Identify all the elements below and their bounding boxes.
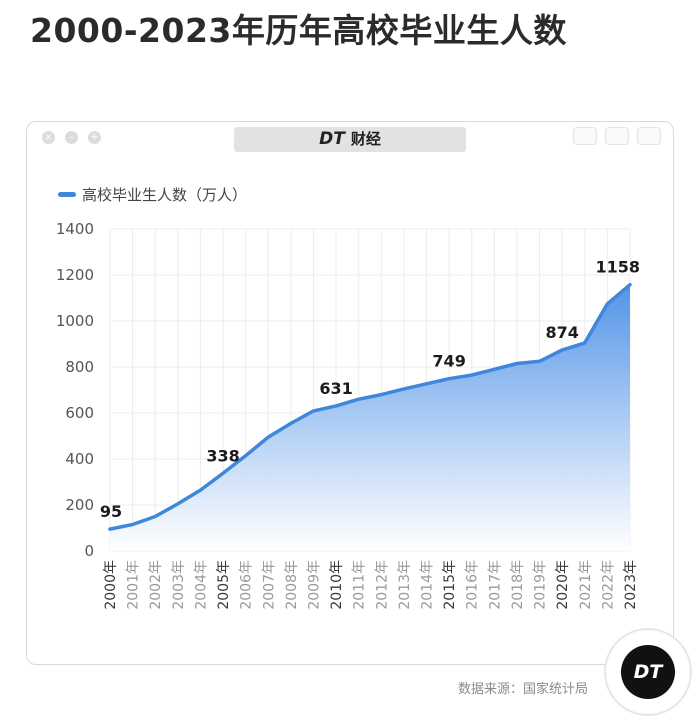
x-tick-label: 2000年 [103,560,119,610]
x-tick-label: 2005年 [216,560,232,610]
window-control-icon [573,127,597,145]
brand-logo: DT [319,129,345,149]
dt-logo-badge: DT [604,628,692,716]
maximize-icon: + [88,131,101,144]
area-fill [110,284,630,551]
brand-bar: DT 财经 [234,127,466,152]
y-tick-label: 200 [65,496,94,514]
data-label: 338 [206,446,239,465]
x-tick-label: 2010年 [329,560,345,610]
x-tick-label: 2023年 [623,560,639,610]
x-tick-label: 2016年 [465,560,481,610]
brand-name: 财经 [350,130,381,148]
x-tick-label: 2011年 [352,560,368,610]
x-tick-label: 2020年 [555,560,571,610]
data-label: 95 [100,502,122,521]
x-tick-label: 2017年 [487,560,503,610]
dt-logo: DT [621,645,675,699]
x-tick-label: 2008年 [284,560,300,610]
x-tick-label: 2003年 [171,560,187,610]
x-tick-label: 2015年 [442,560,458,610]
x-tick-label: 2004年 [193,560,209,610]
x-tick-label: 2006年 [239,560,255,610]
y-tick-label: 600 [65,404,94,422]
minimize-icon: – [65,131,78,144]
x-tick-label: 2021年 [578,560,594,610]
data-label: 874 [545,323,578,342]
x-tick-label: 2022年 [600,560,616,610]
data-label: 749 [432,352,465,371]
x-tick-label: 2007年 [261,560,277,610]
chart-legend: 高校毕业生人数（万人） [58,184,247,205]
x-tick-label: 2014年 [420,560,436,610]
close-icon: × [42,131,55,144]
y-tick-label: 1200 [56,266,94,284]
source-note: 数据来源：国家统计局 [458,682,589,697]
x-tick-label: 2009年 [306,560,322,610]
data-label: 631 [319,379,352,398]
legend-swatch [58,192,76,197]
x-tick-label: 2012年 [374,560,390,610]
x-tick-label: 2018年 [510,560,526,610]
y-tick-label: 1000 [56,312,94,330]
data-label: 1158 [595,258,640,277]
series-line [108,282,632,531]
y-tick-label: 0 [84,542,94,560]
x-tick-label: 2013年 [397,560,413,610]
x-tick-label: 2001年 [126,560,142,610]
window-control-icon [637,127,661,145]
window-control-icon [605,127,629,145]
page-title: 2000-2023年历年高校毕业生人数 [30,11,567,50]
y-tick-label: 800 [65,358,94,376]
x-tick-label: 2002年 [148,560,164,610]
legend-label: 高校毕业生人数（万人） [82,186,248,204]
y-tick-label: 400 [65,450,94,468]
y-tick-label: 1400 [56,220,94,238]
x-tick-label: 2019年 [533,560,549,610]
